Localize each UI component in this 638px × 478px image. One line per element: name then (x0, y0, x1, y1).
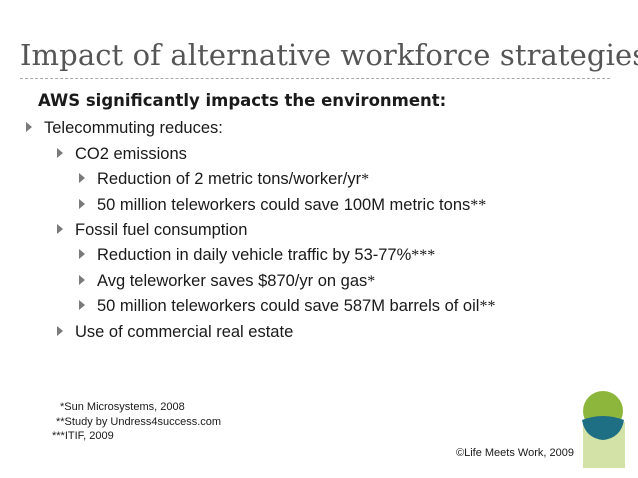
bullet-item: Reduction of 2 metric tons/worker/yr* (79, 169, 369, 190)
bullet-text: Telecommuting reduces: (44, 119, 223, 137)
bullet-text: Reduction in daily vehicle traffic by 53… (97, 246, 412, 264)
copyright-notice: ©Life Meets Work, 2009 (456, 447, 574, 459)
bullet-text: CO2 emissions (75, 145, 187, 163)
bullet-item: Use of commercial real estate (57, 322, 293, 343)
footnote-mark: ** (470, 197, 487, 214)
bullet-text: Fossil fuel consumption (75, 221, 248, 239)
bullet-item: Fossil fuel consumption (57, 220, 247, 241)
bullet-item: 50 million teleworkers could save 100M m… (79, 195, 486, 216)
slide-subtitle: AWS significantly impacts the environmen… (38, 91, 447, 110)
bullet-item: Reduction in daily vehicle traffic by 53… (79, 245, 435, 266)
triangle-right-icon (26, 122, 32, 132)
title-divider (20, 78, 610, 79)
triangle-right-icon (79, 300, 85, 310)
bullet-text: 50 million teleworkers could save 100M m… (97, 196, 471, 214)
source-line: **Study by Undress4success.com (56, 415, 222, 428)
triangle-right-icon (79, 275, 85, 285)
triangle-right-icon (79, 249, 85, 259)
bullet-item: CO2 emissions (57, 144, 187, 165)
triangle-right-icon (57, 326, 63, 336)
logo-teal-arc (582, 416, 624, 440)
triangle-right-icon (57, 148, 63, 158)
footnote-mark: ** (479, 298, 496, 315)
bullet-text: Avg teleworker saves $870/yr on gas (97, 272, 368, 290)
bullet-text: 50 million teleworkers could save 587M b… (97, 297, 480, 315)
footnote-mark: *** (411, 247, 436, 264)
triangle-right-icon (57, 224, 63, 234)
triangle-right-icon (79, 173, 85, 183)
bullet-item: 50 million teleworkers could save 587M b… (79, 296, 495, 317)
life-meets-work-logo (582, 391, 625, 468)
footnote-mark: * (361, 171, 370, 188)
sources-footnote: *Sun Microsystems, 2008 **Study by Undre… (52, 400, 221, 444)
source-line: ***ITIF, 2009 (52, 430, 114, 442)
bullet-item: Telecommuting reduces: (26, 118, 223, 139)
slide-title: Impact of alternative workforce strategi… (20, 38, 638, 72)
footnote-mark: * (367, 273, 376, 290)
bullet-item: Avg teleworker saves $870/yr on gas* (79, 271, 375, 292)
bullet-text: Use of commercial real estate (75, 323, 294, 341)
triangle-right-icon (79, 199, 85, 209)
bullet-text: Reduction of 2 metric tons/worker/yr (97, 170, 362, 188)
source-line: *Sun Microsystems, 2008 (60, 401, 185, 413)
